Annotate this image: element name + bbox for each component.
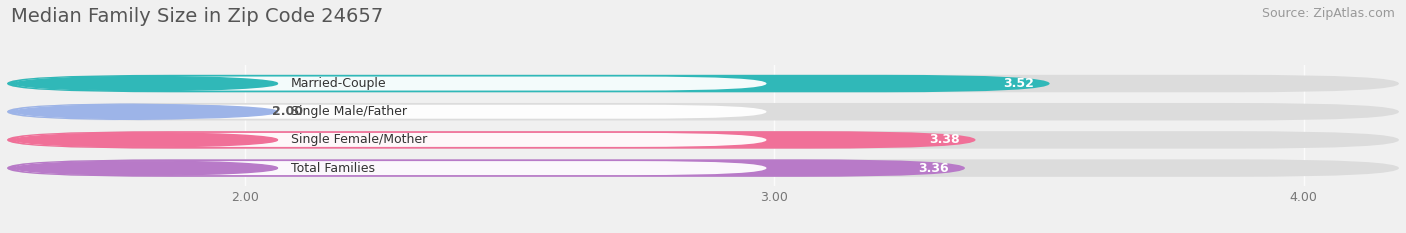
Text: 2.00: 2.00 <box>271 105 302 118</box>
Text: Married-Couple: Married-Couple <box>291 77 387 90</box>
Circle shape <box>15 161 277 175</box>
Text: Median Family Size in Zip Code 24657: Median Family Size in Zip Code 24657 <box>11 7 384 26</box>
FancyBboxPatch shape <box>15 77 766 91</box>
FancyBboxPatch shape <box>15 133 766 147</box>
Text: Total Families: Total Families <box>291 161 375 175</box>
Text: Single Male/Father: Single Male/Father <box>291 105 406 118</box>
FancyBboxPatch shape <box>7 159 1399 177</box>
Text: 3.36: 3.36 <box>918 161 949 175</box>
FancyBboxPatch shape <box>7 159 965 177</box>
Text: 3.52: 3.52 <box>1002 77 1033 90</box>
FancyBboxPatch shape <box>15 161 766 175</box>
Text: Single Female/Mother: Single Female/Mother <box>291 134 427 146</box>
FancyBboxPatch shape <box>7 75 1399 92</box>
FancyBboxPatch shape <box>7 131 976 149</box>
Text: 3.38: 3.38 <box>929 134 960 146</box>
FancyBboxPatch shape <box>7 103 1399 120</box>
Circle shape <box>15 133 277 147</box>
FancyBboxPatch shape <box>7 131 1399 149</box>
Circle shape <box>15 105 277 119</box>
FancyBboxPatch shape <box>7 75 1050 92</box>
Circle shape <box>15 77 277 91</box>
FancyBboxPatch shape <box>7 103 245 120</box>
Text: Source: ZipAtlas.com: Source: ZipAtlas.com <box>1261 7 1395 20</box>
FancyBboxPatch shape <box>15 105 766 119</box>
